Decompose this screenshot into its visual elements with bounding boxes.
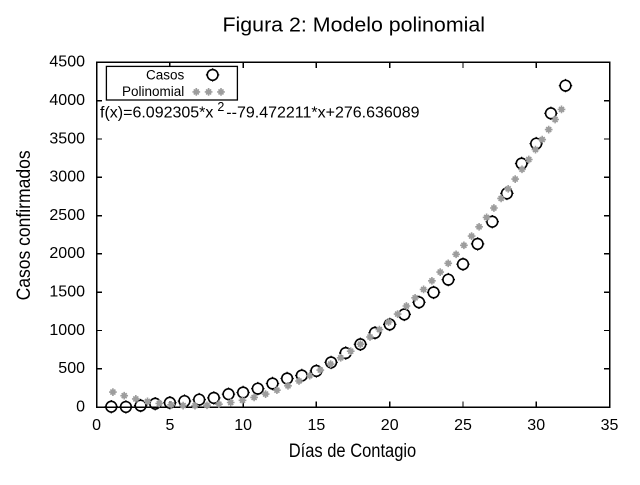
svg-text:3500: 3500 bbox=[49, 130, 85, 147]
svg-text:1500: 1500 bbox=[49, 284, 85, 301]
svg-text:Casos: Casos bbox=[146, 67, 185, 82]
svg-text:2: 2 bbox=[217, 100, 224, 114]
svg-text:1000: 1000 bbox=[49, 322, 85, 339]
svg-text:4500: 4500 bbox=[49, 54, 85, 71]
svg-text:3000: 3000 bbox=[49, 169, 85, 186]
svg-text:Figura 2: Modelo polinomial: Figura 2: Modelo polinomial bbox=[223, 15, 486, 37]
svg-text:35: 35 bbox=[601, 417, 619, 434]
svg-text:Polinomial: Polinomial bbox=[122, 84, 184, 99]
svg-text:10: 10 bbox=[234, 417, 252, 434]
svg-text:0: 0 bbox=[76, 398, 85, 415]
svg-text:f(x)=6.092305*x: f(x)=6.092305*x bbox=[100, 104, 213, 121]
svg-text:Casos confirmados: Casos confirmados bbox=[14, 150, 35, 300]
svg-text:0: 0 bbox=[92, 417, 101, 434]
svg-text:20: 20 bbox=[381, 417, 399, 434]
svg-text:Días de Contagio: Días de Contagio bbox=[289, 441, 417, 462]
svg-text:15: 15 bbox=[308, 417, 326, 434]
svg-text:5: 5 bbox=[165, 417, 174, 434]
svg-text:4000: 4000 bbox=[49, 92, 85, 109]
svg-text:2500: 2500 bbox=[49, 207, 85, 224]
svg-text:2000: 2000 bbox=[49, 245, 85, 262]
svg-text:500: 500 bbox=[58, 360, 85, 377]
svg-text:--79.472211*x+276.636089: --79.472211*x+276.636089 bbox=[226, 104, 419, 121]
svg-text:25: 25 bbox=[454, 417, 472, 434]
svg-text:30: 30 bbox=[527, 417, 545, 434]
